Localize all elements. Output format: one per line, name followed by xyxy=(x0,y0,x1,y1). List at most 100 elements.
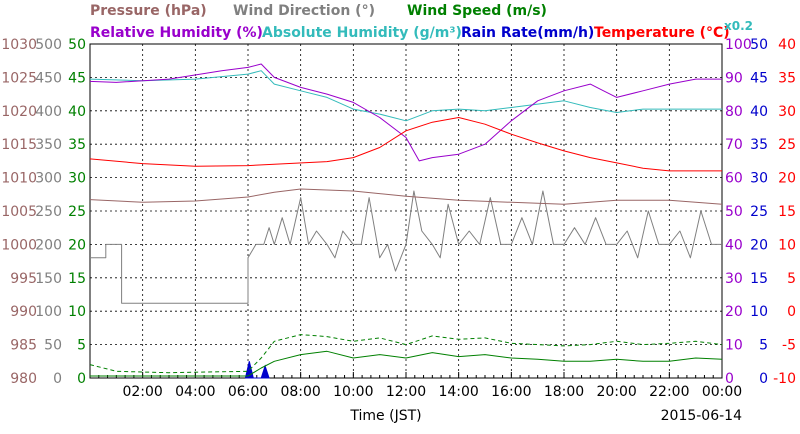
rain-rate-axis-tick-label: 15 xyxy=(750,271,768,287)
pressure-axis-tick-label: 1000 xyxy=(1,237,37,253)
temperature-axis-tick-label: 40 xyxy=(778,37,796,53)
temperature-axis-tick-label: -5 xyxy=(782,338,796,354)
wind-speed-axis-tick-label: 5 xyxy=(77,338,86,354)
rain-rate-axis-tick-label: 5 xyxy=(759,338,768,354)
wind-speed-axis-tick-label: 15 xyxy=(68,271,86,287)
humidity-axis-tick-label: 40 xyxy=(725,237,743,253)
wind-direction-axis-tick-label: 450 xyxy=(35,70,62,86)
x-tick-label: 20:00 xyxy=(596,384,636,400)
temperature-axis-tick-label: 20 xyxy=(778,171,796,187)
absolute-humidity-g-m-line xyxy=(89,70,722,122)
wind-speed-axis-tick-label: 50 xyxy=(68,37,86,53)
x-tick-label: 06:00 xyxy=(228,384,268,400)
legend-entry: Wind Direction (°) xyxy=(233,3,375,19)
pressure-axis-tick-label: 1005 xyxy=(1,204,37,220)
humidity-axis-tick-label: 70 xyxy=(725,137,743,153)
wind-direction-axis-tick-label: 50 xyxy=(44,338,62,354)
x-axis-title: Time (JST) xyxy=(349,408,421,424)
temperature-c-line xyxy=(89,117,722,172)
x-tick-label: 18:00 xyxy=(544,384,584,400)
x-tick-label: 10:00 xyxy=(333,384,373,400)
wind-direction-axis-tick-label: 400 xyxy=(35,104,62,120)
series-lines xyxy=(89,63,723,379)
pressure-axis-tick-label: 980 xyxy=(10,371,37,387)
wind-speed-axis-tick-label: 25 xyxy=(68,204,86,220)
plot-grid xyxy=(89,44,723,378)
pressure-axis-tick-label: 1030 xyxy=(1,37,37,53)
x-tick-label: 14:00 xyxy=(438,384,478,400)
pressure-axis-tick-label: 1010 xyxy=(1,171,37,187)
x-tick-label: 00:00 xyxy=(702,384,742,400)
x-tick-label: 12:00 xyxy=(386,384,426,400)
legend: Pressure (hPa) Wind Direction (°) Wind Spe… xyxy=(90,3,753,41)
wind-direction-line xyxy=(90,190,722,304)
right-axes: 0102030405060708090100051015202530354045… xyxy=(725,37,796,387)
humidity-axis-tick-label: 0 xyxy=(725,371,734,387)
x-tick-label: 22:00 xyxy=(649,384,689,400)
wind-direction-axis-tick-label: 500 xyxy=(35,37,62,53)
legend-entry: Temperature (°C) xyxy=(594,25,730,41)
rain-rate-axis-tick-label: 50 xyxy=(750,37,768,53)
rain-rate-axis-tick-label: 25 xyxy=(750,204,768,220)
temperature-axis-tick-label: 15 xyxy=(778,204,796,220)
wind-direction-axis-tick-label: 150 xyxy=(35,271,62,287)
legend-entry: Pressure (hPa) xyxy=(90,3,207,19)
x-tick-label: 08:00 xyxy=(280,384,320,400)
wind-direction-axis-tick-label: 0 xyxy=(53,371,62,387)
wind-speed-axis-tick-label: 10 xyxy=(68,304,86,320)
humidity-axis-tick-label: 80 xyxy=(725,104,743,120)
humidity-axis-tick-label: 10 xyxy=(725,338,743,354)
humidity-axis-tick-label: 90 xyxy=(725,70,743,86)
wind-direction-axis-tick-label: 350 xyxy=(35,137,62,153)
wind-direction-axis-tick-label: 250 xyxy=(35,204,62,220)
rain-rate-axis-tick-label: 40 xyxy=(750,104,768,120)
pressure-axis-tick-label: 1025 xyxy=(1,70,37,86)
pressure-axis-tick-label: 995 xyxy=(10,271,37,287)
humidity-axis-tick-label: 60 xyxy=(725,171,743,187)
humidity-axis-tick-label: 30 xyxy=(725,271,743,287)
x-axis: 02:00 04:00 06:00 08:00 10:00 12:00 14:00 16:00… xyxy=(122,384,742,400)
wind-speed-gust-m-s-line xyxy=(89,334,723,374)
plot-frame xyxy=(89,43,723,379)
temperature-axis-tick-label: -10 xyxy=(773,371,796,387)
chart-date: 2015-06-14 xyxy=(661,408,742,424)
wind-speed-axis-tick-label: 20 xyxy=(68,237,86,253)
legend-entry: Wind Speed (m/s) xyxy=(407,3,547,19)
wind-speed-axis-tick-label: 0 xyxy=(77,371,86,387)
rain-rate-axis-tick-label: 10 xyxy=(750,304,768,320)
rain-rate-axis-tick-label: 35 xyxy=(750,137,768,153)
wind-direction-axis-tick-label: 200 xyxy=(35,237,62,253)
temperature-axis-tick-label: 30 xyxy=(778,104,796,120)
temperature-axis-tick-label: 25 xyxy=(778,137,796,153)
wind-speed-m-s-line xyxy=(90,350,723,377)
wind-speed-axis-tick-label: 45 xyxy=(68,70,86,86)
x-tick-label: 16:00 xyxy=(491,384,531,400)
pressure-axis-tick-label: 1020 xyxy=(1,104,37,120)
temperature-axis-tick-label: 35 xyxy=(778,70,796,86)
humidity-axis-tick-label: 20 xyxy=(725,304,743,320)
temperature-axis-tick-label: 5 xyxy=(787,271,796,287)
wind-direction-axis-tick-label: 300 xyxy=(35,171,62,187)
rain-rate-axis-tick-label: 0 xyxy=(759,371,768,387)
wind-speed-axis-tick-label: 35 xyxy=(68,137,86,153)
wind-direction-axis-tick-label: 100 xyxy=(35,304,62,320)
legend-entry: x0.2 xyxy=(724,19,753,33)
relative-humidity-line xyxy=(89,63,722,162)
wind-speed-axis-tick-label: 40 xyxy=(68,104,86,120)
legend-entry: Rain Rate(mm/h) xyxy=(461,25,594,41)
x-tick-label: 04:00 xyxy=(175,384,215,400)
legend-entry: Absolute Humidity (g/m³) xyxy=(262,25,462,41)
temperature-axis-tick-label: 10 xyxy=(778,237,796,253)
rain-rate-axis-tick-label: 20 xyxy=(750,237,768,253)
left-axes: 9809859909951000100510101015102010251030… xyxy=(1,37,86,387)
rain-rate-axis-tick-label: 30 xyxy=(750,171,768,187)
pressure-axis-tick-label: 990 xyxy=(10,304,37,320)
humidity-axis-tick-label: 100 xyxy=(725,37,752,53)
temperature-axis-tick-label: 0 xyxy=(787,304,796,320)
rain-rate-axis-tick-label: 45 xyxy=(750,70,768,86)
x-tick-label: 02:00 xyxy=(122,384,162,400)
humidity-axis-tick-label: 50 xyxy=(725,204,743,220)
pressure-axis-tick-label: 1015 xyxy=(1,137,37,153)
wind-speed-axis-tick-label: 30 xyxy=(68,171,86,187)
